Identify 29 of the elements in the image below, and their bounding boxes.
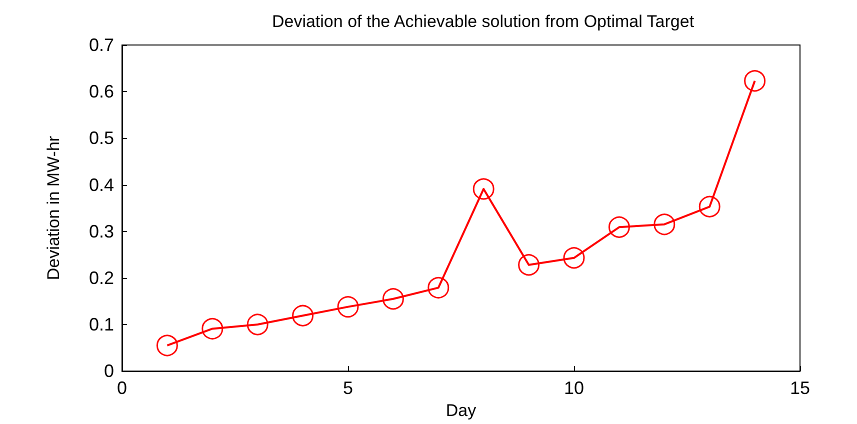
point [563, 247, 585, 269]
point [246, 314, 268, 336]
y-tick-label: 0.7 [88, 35, 114, 55]
point [292, 304, 314, 326]
point [337, 296, 359, 318]
point [654, 214, 676, 236]
point [608, 216, 630, 238]
point [744, 70, 766, 92]
x-tick-label: 15 [790, 378, 810, 398]
y-tick-label: 0.3 [88, 221, 114, 242]
x-tick-label: 10 [564, 378, 584, 398]
point [428, 276, 450, 298]
chart-title: Deviation of the Achievable solution from Optimal Target [272, 12, 694, 31]
x-tick-label: 0 [116, 378, 128, 398]
x-axis-title: Day [446, 401, 477, 420]
y-tick-label: 0.5 [88, 128, 114, 148]
point [698, 196, 720, 218]
point [472, 178, 494, 200]
y-tick-label: 0.4 [88, 174, 114, 195]
y-tick-label: 0.1 [88, 314, 114, 335]
point [156, 334, 178, 356]
x-tick-label: 5 [342, 378, 354, 398]
point [382, 288, 404, 310]
point [518, 254, 540, 276]
y-tick-label: 0.6 [88, 82, 114, 102]
y-axis-title: Deviation in MW-hr [44, 136, 63, 280]
y-tick-label: 0.2 [88, 268, 114, 288]
y-tick-label: 0 [104, 361, 114, 382]
point [202, 318, 224, 340]
